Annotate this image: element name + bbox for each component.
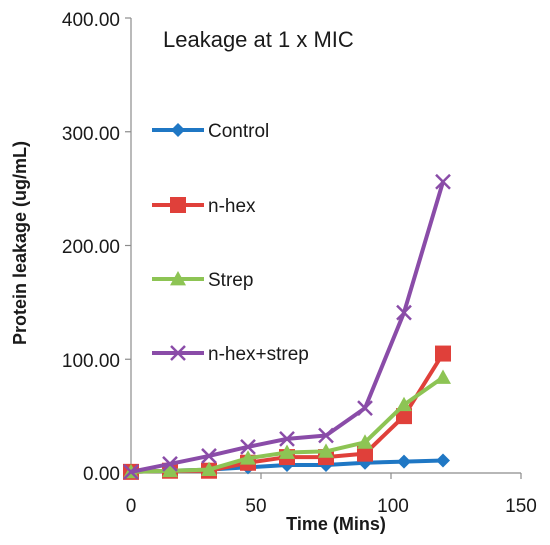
legend-marker: [170, 197, 186, 213]
data-point-n-hex-strep-stroke: [318, 427, 334, 444]
legend-marker: [171, 123, 185, 137]
data-point-n-hex-strep: [396, 304, 412, 321]
x-tick-label: 100: [377, 496, 409, 517]
y-tick-label: 400.00: [62, 10, 120, 31]
data-point-n-hex: [396, 408, 412, 425]
data-point-n-hex-strep: [357, 400, 373, 417]
data-point-n-hex-strep-stroke: [396, 304, 412, 321]
legend-label: n-hex+strep: [208, 344, 309, 365]
data-point-n-hex-strep-stroke: [162, 456, 178, 472]
x-axis-ticks: 0 50 100 150: [126, 496, 537, 517]
data-point-n-hex-strep-stroke: [357, 400, 373, 417]
data-point-strep: [435, 369, 451, 384]
data-point-control: [436, 453, 450, 468]
data-point-n-hex-strep: [201, 448, 217, 464]
legend-item-control: Control: [152, 121, 269, 142]
series-line-n-hex-strep: [130, 181, 445, 474]
x-tick-label: 0: [126, 496, 137, 517]
axes: [125, 17, 522, 479]
x-axis-title: Time (Mins): [286, 514, 386, 534]
data-point-n-hex-strep-stroke: [123, 463, 139, 480]
series-strep: [123, 369, 451, 479]
data-point-strep: [201, 461, 217, 476]
series-n-hex-strep: [123, 173, 451, 480]
data-point-n-hex-strep-stroke: [201, 448, 217, 464]
data-point-strep: [396, 396, 412, 412]
legend-item-n-hex-strep: n-hex+strep: [152, 344, 309, 365]
legend: Control n-hex Strep n-hex+strep: [152, 121, 309, 365]
x-tick-label: 50: [245, 496, 266, 517]
data-point-control: [397, 454, 411, 469]
data-point-n-hex-strep: [123, 463, 139, 480]
legend-label: Strep: [208, 270, 253, 291]
data-point-strep: [240, 450, 256, 465]
legend-item-n-hex: n-hex: [152, 196, 256, 217]
legend-label: n-hex: [208, 196, 256, 217]
data-point-n-hex-strep: [435, 173, 451, 190]
legend-marker: [170, 345, 186, 361]
y-tick-label: 200.00: [62, 237, 120, 258]
y-tick-label: 0.00: [83, 464, 120, 485]
data-point-strep: [357, 434, 373, 449]
y-tick-label: 300.00: [62, 124, 120, 145]
data-point-n-hex: [435, 345, 451, 362]
legend-marker-stroke: [170, 345, 186, 361]
data-point-n-hex-strep-stroke: [435, 173, 451, 190]
data-point-n-hex-strep: [318, 427, 334, 444]
data-point-n-hex-strep: [240, 438, 256, 455]
plot-area: [123, 173, 451, 480]
data-point-n-hex-strep: [162, 456, 178, 472]
chart-title: Leakage at 1 x MIC: [163, 27, 354, 52]
y-axis-ticks: 0.00 100.00 200.00 300.00 400.00: [62, 10, 120, 485]
data-point-strep: [279, 444, 295, 459]
data-point-n-hex-strep-stroke: [240, 438, 256, 455]
y-axis-title: Protein leakage (ug/mL): [10, 141, 30, 345]
data-point-n-hex: [357, 445, 373, 462]
data-point-strep: [318, 443, 334, 458]
x-tick-label: 150: [505, 496, 537, 517]
y-tick-label: 100.00: [62, 351, 120, 372]
legend-marker: [170, 271, 186, 286]
data-point-strep: [162, 462, 178, 478]
legend-item-strep: Strep: [152, 270, 253, 291]
data-point-n-hex-strep-stroke: [279, 430, 295, 447]
data-point-n-hex-strep: [279, 430, 295, 447]
legend-label: Control: [208, 121, 269, 142]
